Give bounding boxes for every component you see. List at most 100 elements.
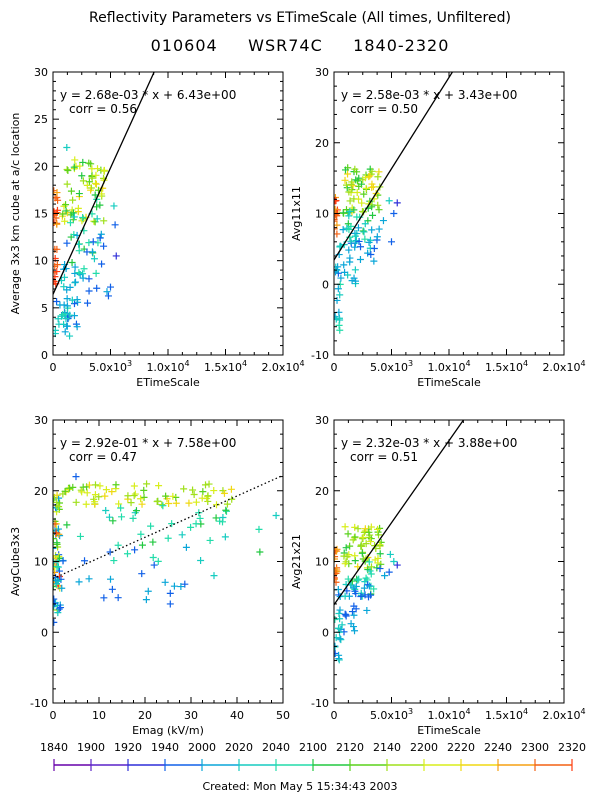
data-point <box>334 197 340 205</box>
colorbar-label: 2220 <box>447 741 475 754</box>
x-tick-label: 5.0x103 <box>89 359 132 374</box>
data-point <box>334 634 340 642</box>
x-tick-label: 30 <box>184 709 198 722</box>
data-point <box>92 171 100 179</box>
data-point <box>358 542 366 550</box>
y-tick-label: 0 <box>322 278 329 291</box>
data-point <box>115 500 123 508</box>
colorbar-label: 1900 <box>77 741 105 754</box>
data-point <box>54 609 62 617</box>
data-point <box>78 488 86 496</box>
data-point <box>361 525 369 533</box>
data-point <box>114 594 122 602</box>
data-point <box>164 534 172 542</box>
scatter-plot-4: 0 5.0x103 1.0x104 1.5x104 2.0x104-100102030E… <box>290 414 586 737</box>
data-point <box>365 558 373 566</box>
data-point <box>93 203 101 211</box>
data-point <box>98 260 106 268</box>
data-point <box>222 506 230 514</box>
x-tick-label: 1.5x104 <box>204 359 247 374</box>
data-point <box>53 220 61 228</box>
colorbar-label: 2240 <box>484 741 512 754</box>
figure-subtitle: 010604 WSR74C 1840-2320 <box>150 36 450 55</box>
data-point <box>335 624 343 632</box>
data-point <box>78 217 86 225</box>
data-point <box>79 274 87 282</box>
data-point <box>54 525 62 533</box>
data-point <box>117 504 125 512</box>
data-point <box>172 493 180 501</box>
data-point <box>103 288 111 296</box>
y-tick-label: 10 <box>34 556 48 569</box>
data-point <box>368 226 376 234</box>
data-point <box>92 269 100 277</box>
data-point <box>375 168 383 176</box>
data-point <box>111 221 119 229</box>
data-point <box>107 575 114 583</box>
y-axis-label: Avg11x11 <box>290 186 303 241</box>
data-point <box>55 320 63 328</box>
data-point <box>127 499 135 507</box>
data-point <box>350 274 358 282</box>
data-point <box>67 187 75 195</box>
data-point <box>53 539 61 547</box>
y-tick-label: 20 <box>34 485 48 498</box>
data-point <box>93 284 101 292</box>
x-axis-label: ETimeScale <box>417 724 481 737</box>
colorbar-label: 2000 <box>188 741 216 754</box>
data-point <box>76 532 84 540</box>
data-point <box>359 227 367 235</box>
data-point <box>351 239 359 247</box>
scatter-plot-2: 0 5.0x103 1.0x104 1.5x104 2.0x104-100102030E… <box>290 66 586 389</box>
data-point <box>55 605 63 613</box>
data-point <box>342 611 350 619</box>
data-point <box>102 506 110 514</box>
data-point <box>53 214 60 222</box>
data-point <box>361 220 369 228</box>
x-tick-label: 0 <box>50 361 57 374</box>
data-point <box>334 205 339 213</box>
data-point <box>53 618 58 626</box>
x-tick-label: 10 <box>92 709 106 722</box>
data-point <box>108 488 116 496</box>
data-point <box>63 239 71 247</box>
data-point <box>131 546 139 554</box>
data-point <box>89 238 97 246</box>
data-point <box>370 245 378 253</box>
x-tick-label: 20 <box>138 709 152 722</box>
data-point <box>363 606 371 614</box>
data-point <box>63 295 71 303</box>
colorbar-label: 1920 <box>114 741 142 754</box>
data-point <box>143 480 151 488</box>
data-point <box>62 207 70 215</box>
data-point <box>100 167 108 175</box>
data-point <box>352 277 360 285</box>
data-point <box>205 480 213 488</box>
data-point <box>131 490 139 498</box>
data-point <box>70 163 78 171</box>
x-axis-label: ETimeScale <box>136 376 200 389</box>
data-point <box>358 199 366 207</box>
data-point <box>352 176 360 184</box>
fit-equation: y = 2.92e-01 * x + 7.58e+00 <box>60 436 236 450</box>
data-point <box>166 600 174 608</box>
data-point <box>362 574 370 582</box>
data-point <box>72 473 80 481</box>
data-point <box>344 530 352 538</box>
data-point <box>352 605 360 613</box>
data-point <box>53 576 60 584</box>
y-axis-label: AvgCube3x3 <box>9 527 22 596</box>
data-point <box>68 258 76 266</box>
data-point <box>66 484 74 492</box>
data-point <box>69 196 77 204</box>
data-point <box>79 214 87 222</box>
data-point <box>112 481 120 489</box>
data-point <box>334 230 341 238</box>
data-point <box>355 174 363 182</box>
y-tick-label: 20 <box>34 160 48 173</box>
data-point <box>74 298 82 306</box>
time-colorbar: 1840 1900 1920 1940 2000 2020 2040 2100 2120 2140… <box>40 741 586 771</box>
x-tick-label: 2.0x104 <box>542 359 585 374</box>
data-point <box>107 283 114 291</box>
